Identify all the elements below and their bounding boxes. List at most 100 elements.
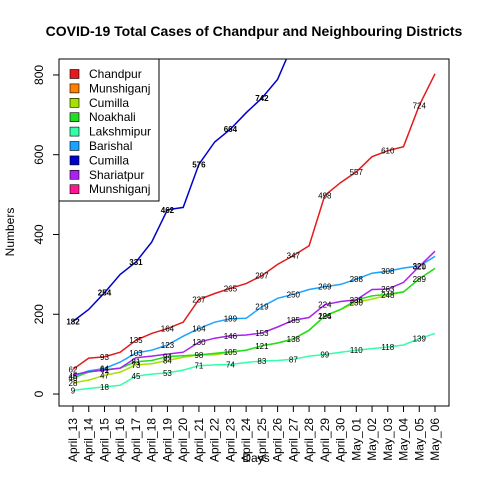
x-tick-label: April_19 xyxy=(160,418,174,462)
data-label: 289 xyxy=(413,275,427,284)
data-label: 18 xyxy=(100,383,109,392)
legend-swatch xyxy=(69,112,80,122)
data-label: 123 xyxy=(161,341,175,350)
data-label: 83 xyxy=(257,357,266,366)
x-tick-label: April_18 xyxy=(145,418,159,462)
data-label: 263 xyxy=(381,285,395,294)
x-tick-label: May_06 xyxy=(428,418,442,461)
data-label: 664 xyxy=(224,125,238,134)
x-tick-label: May_03 xyxy=(381,418,395,461)
x-tick-label: April_29 xyxy=(318,418,332,462)
x-tick-label: May_01 xyxy=(349,418,363,461)
x-tick-label: April_22 xyxy=(208,418,222,462)
data-label: 28 xyxy=(69,379,78,388)
legend-entry: Munshiganj xyxy=(89,182,150,196)
data-label: 196 xyxy=(318,312,332,321)
series-line-4 xyxy=(72,267,436,379)
data-label: 742 xyxy=(255,94,269,103)
data-label: 73 xyxy=(132,361,141,370)
y-tick-label: 600 xyxy=(32,144,46,164)
data-label-layer: 62 93 135 164 237 265 297 347 498 557 610 724 28 47 73… xyxy=(66,94,426,395)
data-label: 103 xyxy=(129,349,143,358)
data-label: 110 xyxy=(350,346,363,355)
data-label: 331 xyxy=(129,258,143,267)
x-tick-label: April_20 xyxy=(176,418,190,462)
data-label: 139 xyxy=(413,335,427,344)
x-tick-label: April_30 xyxy=(334,418,348,462)
y-axis-title: Numbers xyxy=(3,208,17,257)
data-label: 121 xyxy=(255,342,269,351)
data-label: 236 xyxy=(350,296,364,305)
plot-frame xyxy=(58,58,450,407)
x-tick-label: April_16 xyxy=(113,418,127,462)
data-label: 164 xyxy=(161,325,175,334)
x-tick-label: May_04 xyxy=(397,418,411,461)
data-label: 297 xyxy=(255,272,269,281)
data-label: 288 xyxy=(350,275,364,284)
data-label: 185 xyxy=(287,316,301,325)
data-label: 724 xyxy=(413,101,427,110)
chart-title: COVID-19 Total Cases of Chandpur and Nei… xyxy=(46,23,463,39)
data-label: 610 xyxy=(381,147,395,156)
data-label: 269 xyxy=(318,283,332,292)
x-tick-label: May_05 xyxy=(412,418,426,461)
data-label: 248 xyxy=(381,291,395,300)
data-label: 347 xyxy=(287,252,301,261)
data-label: 62 xyxy=(69,365,78,374)
data-label: 98 xyxy=(194,351,203,360)
x-tick-label: April_21 xyxy=(192,418,206,462)
series-line-8 xyxy=(72,250,436,376)
data-label: 135 xyxy=(129,336,143,345)
legend-entry: Munshiganj xyxy=(89,81,150,95)
data-label: 250 xyxy=(287,290,301,299)
data-label: 87 xyxy=(289,355,298,364)
x-tick-label: April_26 xyxy=(271,418,285,462)
data-label: 219 xyxy=(255,303,269,312)
data-label: 576 xyxy=(192,160,206,169)
x-tick-label: April_15 xyxy=(97,418,111,462)
x-tick-label: May_02 xyxy=(365,418,379,461)
y-tick-label: 800 xyxy=(32,65,46,85)
data-label: 9 xyxy=(71,386,76,395)
data-label: 105 xyxy=(224,348,238,357)
data-label: 61 xyxy=(100,366,109,375)
legend-swatch xyxy=(69,126,80,137)
y-tick-label: 400 xyxy=(32,224,46,244)
legend-swatch xyxy=(69,170,80,180)
x-tick-label: April_24 xyxy=(239,418,253,462)
data-label: 254 xyxy=(98,289,112,298)
legend-entry: Cumilla xyxy=(89,153,129,167)
x-tick-label: April_25 xyxy=(255,418,269,462)
legend-swatch xyxy=(69,98,80,108)
data-label: 320 xyxy=(413,262,427,271)
x-tick-label: April_13 xyxy=(66,418,80,462)
legend-swatch xyxy=(69,83,80,94)
legend-swatch xyxy=(69,184,80,194)
data-label: 189 xyxy=(224,315,238,324)
legend-entry: Cumilla xyxy=(89,96,129,110)
series-line-6 xyxy=(72,255,436,377)
series-layer xyxy=(72,59,436,392)
legend-entry: Shariatpur xyxy=(89,168,144,182)
series-line-1 xyxy=(72,73,436,370)
data-label: 71 xyxy=(194,362,203,371)
data-label: 462 xyxy=(161,206,175,215)
y-tick-label: 0 xyxy=(32,390,46,397)
legend-entry: Lakshmipur xyxy=(89,125,151,139)
series-line-7 xyxy=(72,59,288,322)
x-tick-label: April_14 xyxy=(82,418,96,462)
data-label: 557 xyxy=(350,168,364,177)
data-label: 498 xyxy=(318,191,332,200)
data-label: 99 xyxy=(320,351,329,360)
data-label: 224 xyxy=(318,301,332,310)
data-label: 130 xyxy=(192,338,206,347)
legend-entry: Noakhali xyxy=(89,110,136,124)
data-label: 45 xyxy=(132,372,141,381)
data-label: 45 xyxy=(69,372,78,381)
legend: ChandpurMunshiganjCumillaNoakhaliLakshmi… xyxy=(58,58,160,202)
x-axis-title: Days xyxy=(242,451,269,465)
data-label: 182 xyxy=(66,317,80,326)
